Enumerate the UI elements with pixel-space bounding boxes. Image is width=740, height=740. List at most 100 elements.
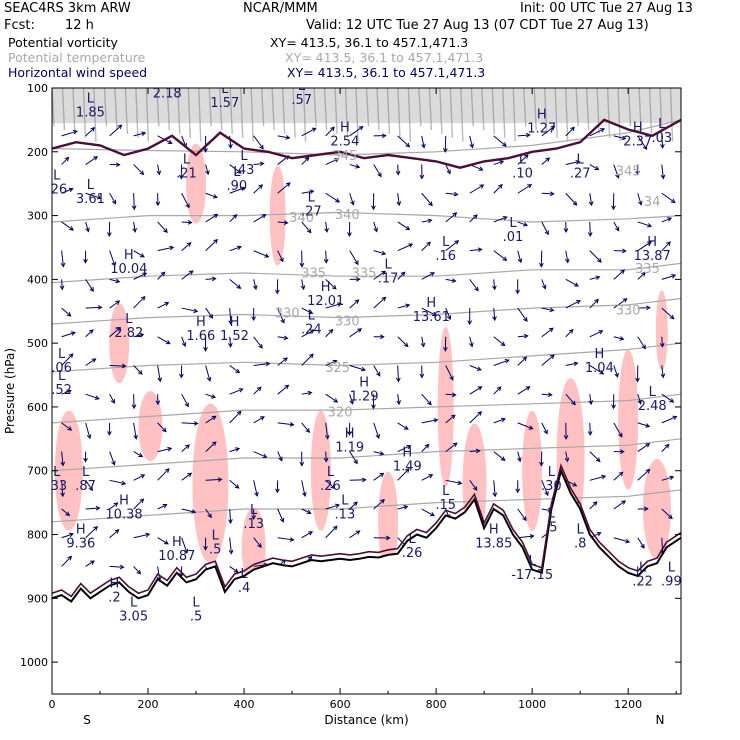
wind-vector-head	[381, 270, 387, 276]
wind-vector-head	[572, 200, 578, 206]
wind-vector	[541, 192, 554, 195]
wind-vector	[229, 411, 242, 424]
wind-vector-head	[644, 506, 649, 512]
wind-vector-head	[492, 285, 497, 291]
wind-vector-head	[163, 540, 169, 545]
wind-vector-head	[670, 198, 676, 204]
wind-vector	[205, 192, 218, 198]
hl-marker-letter: L	[183, 152, 191, 167]
wind-vector	[493, 216, 508, 223]
wind-vector	[373, 296, 386, 309]
wind-vector-head	[332, 359, 338, 365]
wind-vector-head	[360, 366, 367, 372]
wind-vector	[133, 365, 143, 375]
wind-vector-head	[564, 457, 570, 463]
wind-vector	[661, 274, 676, 280]
wind-vector-head	[302, 491, 307, 497]
wind-vector-head	[660, 373, 666, 379]
hl-marker-value: 1.85	[76, 106, 105, 121]
wind-vector-head	[472, 214, 478, 219]
wind-vector-head	[308, 309, 314, 315]
wind-vector-head	[472, 486, 478, 491]
wind-vector	[85, 560, 95, 567]
y-tick-label: 300	[27, 210, 48, 223]
wind-vector-head	[107, 232, 112, 237]
hl-marker-value: .5	[209, 543, 221, 558]
wind-vector	[253, 214, 266, 223]
wind-vector-head	[443, 346, 448, 352]
wind-vector-head	[330, 126, 335, 132]
wind-vector-head	[523, 317, 528, 322]
wind-vector	[109, 479, 126, 485]
stratosphere-streak	[376, 88, 380, 131]
wind-vector-head	[324, 434, 330, 440]
wind-vector-head	[88, 329, 94, 334]
wind-vector	[421, 135, 425, 148]
stratosphere-streak	[313, 88, 317, 127]
pv-shade-area	[378, 471, 399, 572]
wind-vector	[229, 537, 232, 554]
wind-vector-head	[406, 444, 412, 450]
wind-vector	[397, 394, 400, 405]
wind-vector	[205, 508, 212, 518]
wind-vector	[205, 214, 218, 223]
wind-vector-head	[142, 272, 148, 277]
hl-marker-letter: L	[639, 561, 647, 576]
wind-vector-head	[475, 448, 481, 454]
wind-vector	[613, 269, 625, 280]
wind-vector-head	[671, 273, 677, 279]
wind-vector-head	[306, 228, 312, 234]
wind-vector-head	[251, 515, 257, 521]
wind-vector	[133, 333, 144, 338]
hl-marker-letter: L	[212, 529, 220, 544]
wind-vector	[349, 126, 364, 137]
wind-vector	[277, 307, 285, 324]
wind-vector-head	[117, 124, 123, 130]
wind-vector	[61, 556, 72, 567]
wind-vector-head	[596, 531, 602, 537]
stratosphere-streak	[533, 88, 537, 131]
wind-vector	[445, 393, 456, 396]
wind-vector-head	[403, 505, 409, 510]
wind-vector-head	[69, 226, 74, 231]
wind-vector	[61, 390, 72, 395]
wind-vector	[133, 422, 137, 439]
wind-vector-head	[211, 441, 217, 446]
wind-vector	[325, 479, 335, 489]
wind-vector	[229, 448, 240, 453]
wind-vector-head	[60, 492, 65, 498]
wind-vector	[397, 422, 409, 430]
wind-vector	[301, 329, 315, 338]
wind-vector-head	[525, 386, 531, 391]
wind-vector-head	[193, 308, 199, 314]
wind-vector	[397, 445, 411, 453]
wind-vector-head	[308, 531, 314, 536]
wind-vector	[637, 135, 648, 150]
wind-vector-head	[355, 164, 361, 169]
wind-vector-head	[213, 238, 219, 244]
wind-vector	[181, 221, 192, 224]
wind-vector	[541, 354, 555, 366]
wind-vector-head	[161, 427, 167, 433]
wind-vector	[589, 276, 600, 280]
wind-vector	[277, 182, 291, 194]
wind-vector-head	[284, 384, 290, 390]
wind-vector-head	[492, 492, 498, 498]
hl-marker-letter: L	[250, 503, 258, 518]
stratosphere-streak	[229, 88, 233, 134]
wind-vector-head	[522, 516, 527, 522]
wind-vector	[277, 221, 288, 224]
theta-label: 34	[644, 195, 661, 210]
wind-vector	[637, 443, 650, 453]
wind-vector-head	[645, 305, 651, 311]
wind-vector	[637, 422, 650, 427]
wind-vector	[205, 239, 218, 252]
wind-vector	[229, 308, 232, 325]
hl-marker-value: 2.54	[330, 134, 359, 149]
wind-vector-head	[335, 198, 341, 203]
wind-vector-head	[261, 214, 267, 219]
wind-vector	[493, 135, 507, 147]
wind-vector-head	[236, 169, 242, 174]
